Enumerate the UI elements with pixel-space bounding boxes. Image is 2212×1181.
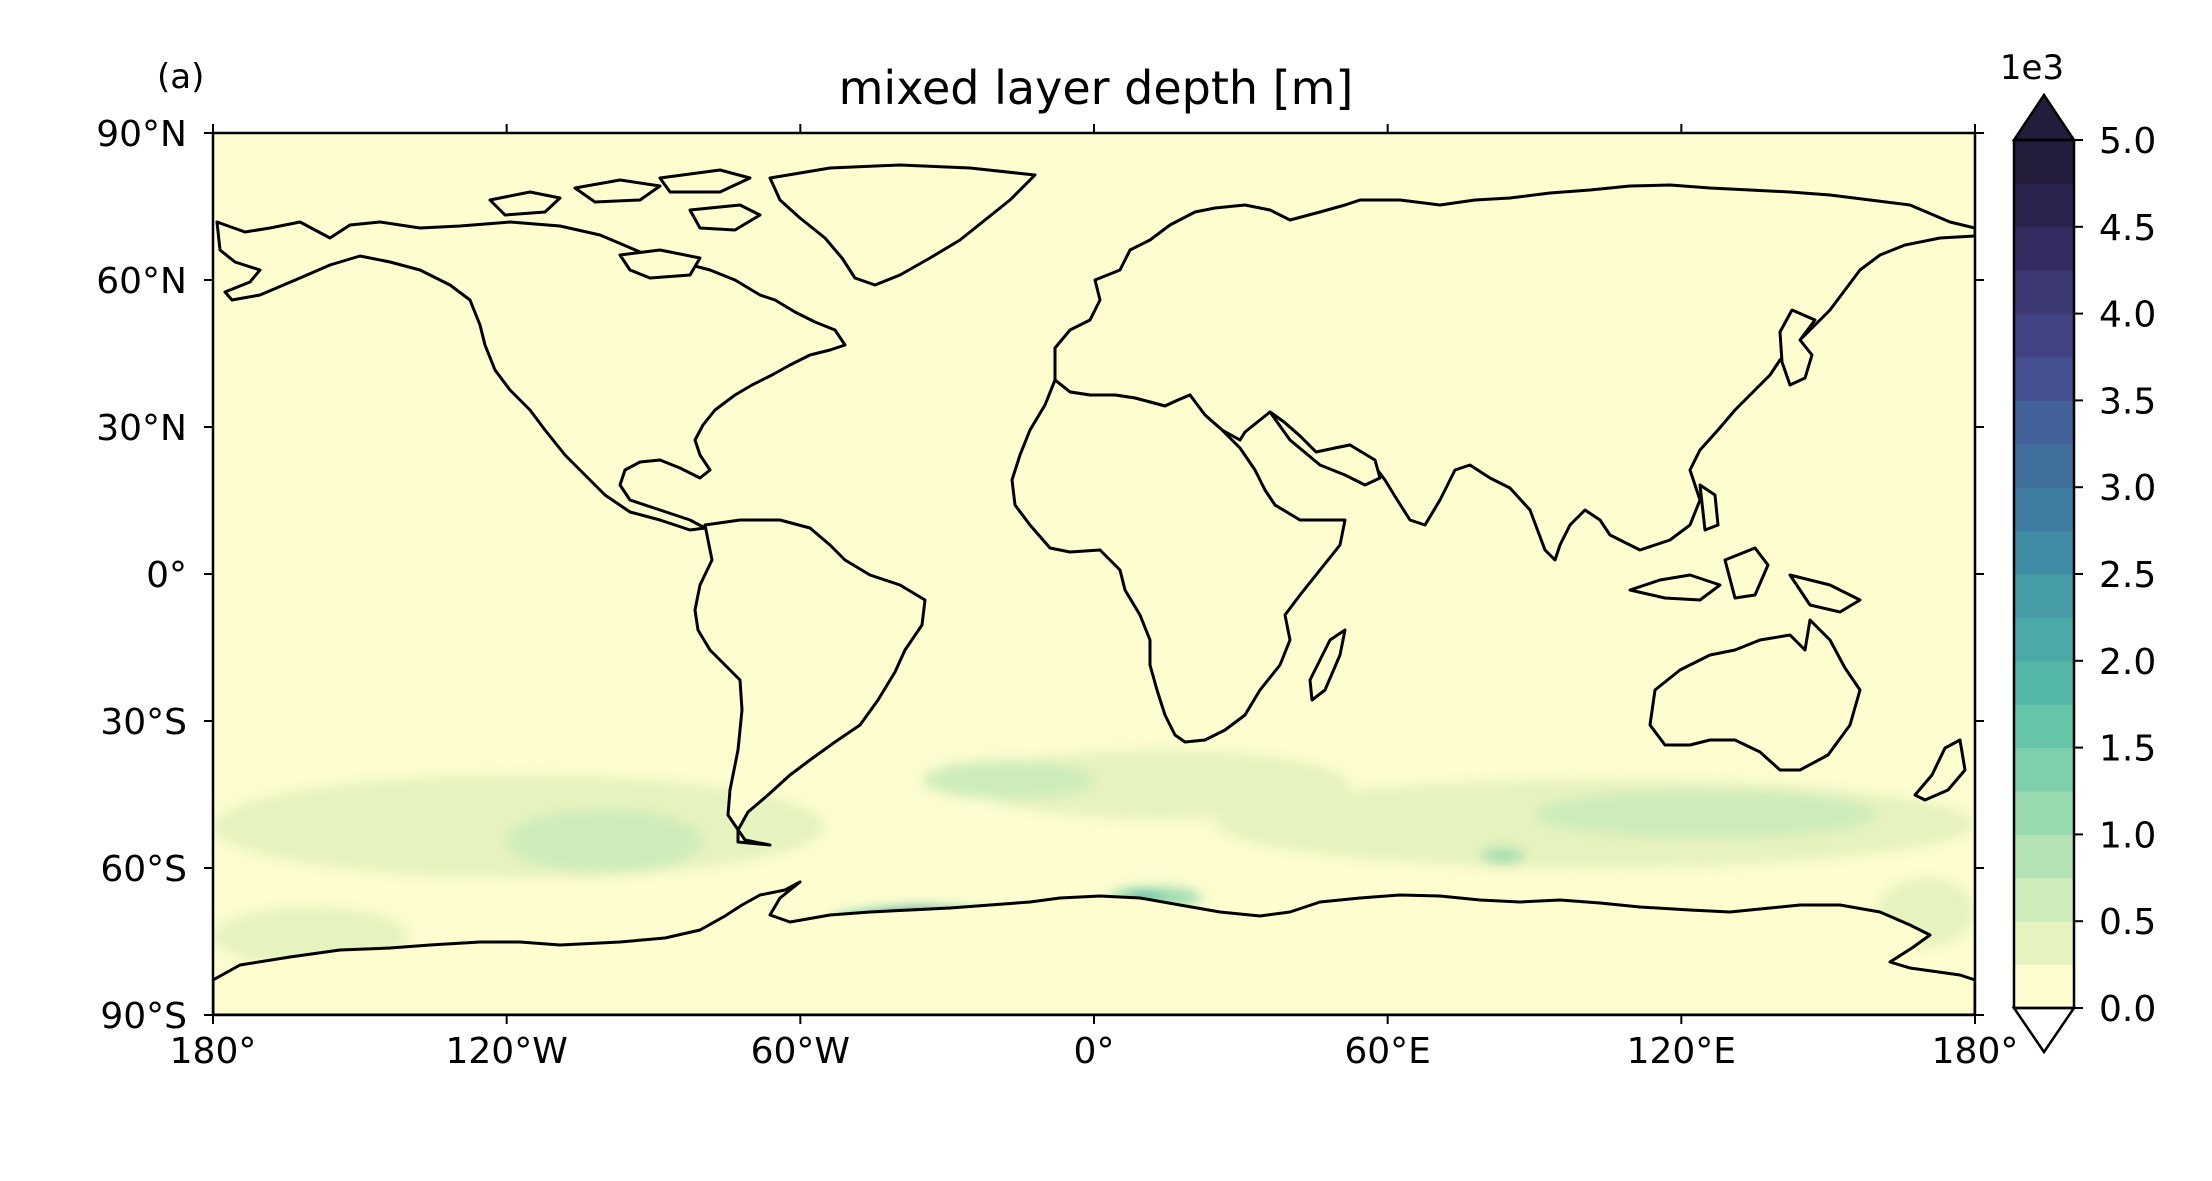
- colorbar-band: [2014, 487, 2074, 532]
- colorbar-band: [2014, 183, 2074, 228]
- colorbar-tick-label: 1.5: [2099, 729, 2156, 770]
- colorbar-band: [2014, 704, 2074, 749]
- y-tick-label: 30°S: [100, 702, 187, 743]
- colorbar-band: [2014, 921, 2074, 966]
- y-tick-label: 60°N: [96, 261, 187, 302]
- colorbar-band: [2014, 791, 2074, 835]
- coastline-arctic-islands: [488, 168, 762, 280]
- colorbar-tick-label: 0.0: [2099, 989, 2156, 1030]
- x-tick-label: 60°E: [1344, 1031, 1431, 1072]
- colorbar-bands: [2014, 140, 2074, 1009]
- colorbar-tick-label: 3.0: [2099, 468, 2156, 509]
- map-area: [213, 133, 1975, 1015]
- colorbar-tick-label: 3.5: [2099, 381, 2156, 422]
- coastline-africa: [1010, 378, 1347, 744]
- colorbar-band: [2014, 964, 2074, 1009]
- colorbar-tick-label: 4.5: [2099, 208, 2156, 249]
- y-tick-label: 60°S: [100, 849, 187, 890]
- coastline-antarctica: [213, 880, 1975, 1015]
- panel-label: (a): [157, 57, 204, 97]
- colorbar-extend-bottom: [2011, 1006, 2077, 1055]
- y-tick-label: 90°S: [100, 996, 187, 1037]
- colorbar-band: [2014, 400, 2074, 445]
- mld-region-13: [1480, 848, 1525, 864]
- colorbar-ticks: 0.0 0.5 1.0 1.5 2.0 2.5 3.0 3.5 4.0 4.5 5.0: [2074, 121, 2156, 1030]
- colorbar-tick-label: 0.5: [2099, 902, 2156, 943]
- colorbar-tick-label: 5.0: [2099, 121, 2156, 162]
- colorbar-band: [2014, 660, 2074, 705]
- mld-region-4: [922, 760, 1094, 800]
- map-axis-ticks: 180° 120°W 60°W 0° 60°E 120°E 180° 90°N 60°N 30°N…: [96, 114, 2018, 1072]
- coastlines: [213, 163, 1975, 1015]
- colorbar-band: [2014, 617, 2074, 662]
- colorbar-multiplier-label: 1e3: [2000, 48, 2064, 88]
- coastline-eurasia: [1053, 183, 1975, 562]
- y-tick-label: 0°: [146, 555, 187, 596]
- y-tick-label: 30°N: [96, 408, 187, 449]
- x-tick-label: 0°: [1074, 1031, 1115, 1072]
- colorbar-band: [2014, 443, 2074, 488]
- x-tick-label: 180°: [1932, 1031, 2019, 1072]
- colorbar-band: [2014, 357, 2074, 401]
- colorbar-band: [2014, 313, 2074, 358]
- colorbar-band: [2014, 574, 2074, 618]
- colorbar-tick-label: 1.0: [2099, 815, 2156, 856]
- x-tick-label: 120°E: [1627, 1031, 1736, 1072]
- x-tick-label: 60°W: [751, 1031, 850, 1072]
- x-tick-label: 120°W: [446, 1031, 568, 1072]
- colorbar-band: [2014, 140, 2074, 184]
- map-title: mixed layer depth [m]: [839, 61, 1354, 115]
- coastline-arabia: [1268, 410, 1382, 487]
- colorbar-band: [2014, 747, 2074, 792]
- coastline-south-america: [693, 518, 927, 847]
- coastline-new-zealand: [1913, 738, 1967, 802]
- colorbar-tick-label: 4.0: [2099, 295, 2156, 336]
- colorbar-band: [2014, 877, 2074, 922]
- coastline-australia: [1648, 618, 1862, 772]
- colorbar-band: [2014, 226, 2074, 271]
- y-tick-label: 90°N: [96, 114, 187, 155]
- colorbar-tick-label: 2.5: [2099, 555, 2156, 596]
- mld-region-5: [1534, 789, 1878, 839]
- colorbar: 0.0 0.5 1.0 1.5 2.0 2.5 3.0 3.5 4.0 4.5 5.0 1e3: [2000, 48, 2156, 1055]
- coastline-maritime-asia: [1628, 308, 1862, 614]
- colorbar-extend-top: [2011, 92, 2077, 142]
- colorbar-band: [2014, 834, 2074, 879]
- coastline-greenland: [768, 163, 1037, 287]
- mld-region-3: [506, 809, 703, 873]
- x-tick-label: 180°: [170, 1031, 257, 1072]
- colorbar-band: [2014, 530, 2074, 575]
- colorbar-band: [2014, 270, 2074, 315]
- coastline-madagascar: [1308, 628, 1347, 702]
- colorbar-tick-label: 2.0: [2099, 642, 2156, 683]
- coastline-north-america: [215, 220, 847, 532]
